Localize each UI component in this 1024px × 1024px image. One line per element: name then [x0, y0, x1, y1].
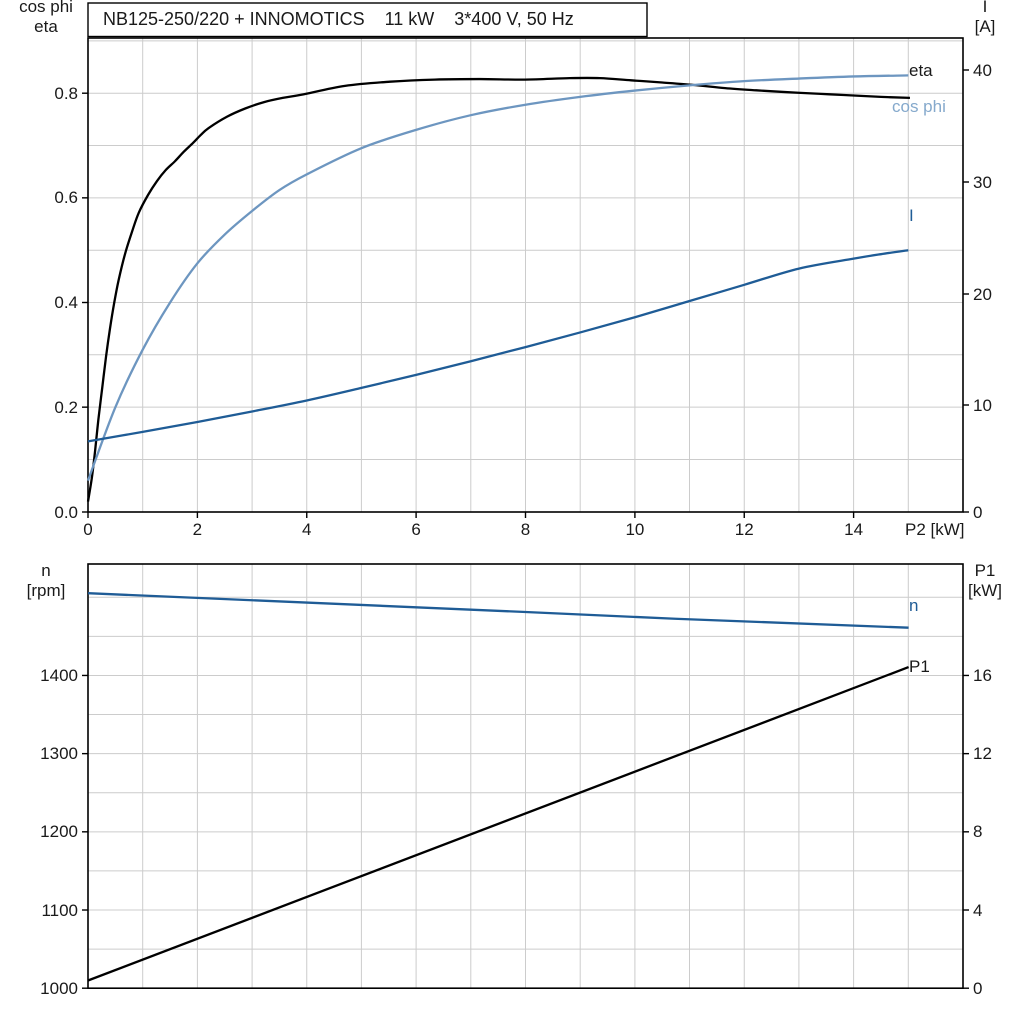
svg-text:[kW]: [kW]: [968, 581, 1002, 600]
svg-text:0: 0: [973, 979, 982, 998]
svg-text:1200: 1200: [40, 822, 78, 841]
svg-text:1100: 1100: [41, 901, 78, 920]
svg-text:0: 0: [973, 503, 982, 522]
svg-text:1400: 1400: [40, 666, 78, 685]
svg-text:0.6: 0.6: [54, 188, 78, 207]
svg-text:n: n: [41, 561, 50, 580]
svg-text:1300: 1300: [40, 744, 78, 763]
svg-text:I: I: [983, 0, 988, 16]
svg-text:12: 12: [735, 520, 754, 539]
svg-text:[A]: [A]: [975, 17, 996, 36]
svg-text:40: 40: [973, 61, 992, 80]
svg-text:8: 8: [521, 520, 530, 539]
svg-text:[rpm]: [rpm]: [27, 581, 66, 600]
svg-text:30: 30: [973, 173, 992, 192]
svg-text:10: 10: [625, 520, 644, 539]
svg-text:P1: P1: [909, 657, 930, 676]
svg-text:20: 20: [973, 285, 992, 304]
svg-text:12: 12: [973, 744, 992, 763]
svg-text:P1: P1: [975, 561, 996, 580]
svg-text:NB125-250/220 + INNOMOTICS: NB125-250/220 + INNOMOTICS 11 kW 3*400 V…: [103, 9, 574, 29]
svg-text:0: 0: [83, 520, 92, 539]
svg-text:2: 2: [193, 520, 202, 539]
svg-text:4: 4: [973, 901, 982, 920]
svg-text:eta: eta: [34, 17, 58, 36]
svg-text:cos phi: cos phi: [19, 0, 73, 16]
svg-text:14: 14: [844, 520, 863, 539]
svg-text:0.4: 0.4: [54, 293, 78, 312]
svg-text:cos phi: cos phi: [892, 97, 946, 116]
svg-text:16: 16: [973, 666, 992, 685]
svg-text:n: n: [909, 596, 918, 615]
svg-text:0.0: 0.0: [54, 503, 78, 522]
svg-text:0.2: 0.2: [54, 398, 78, 417]
svg-text:4: 4: [302, 520, 311, 539]
svg-text:10: 10: [973, 396, 992, 415]
svg-text:1000: 1000: [40, 979, 78, 998]
svg-text:0.8: 0.8: [54, 84, 78, 103]
svg-text:8: 8: [973, 822, 982, 841]
svg-text:6: 6: [411, 520, 420, 539]
svg-text:I: I: [909, 206, 914, 225]
svg-text:eta: eta: [909, 61, 933, 80]
svg-text:P2 [kW]: P2 [kW]: [905, 520, 965, 539]
